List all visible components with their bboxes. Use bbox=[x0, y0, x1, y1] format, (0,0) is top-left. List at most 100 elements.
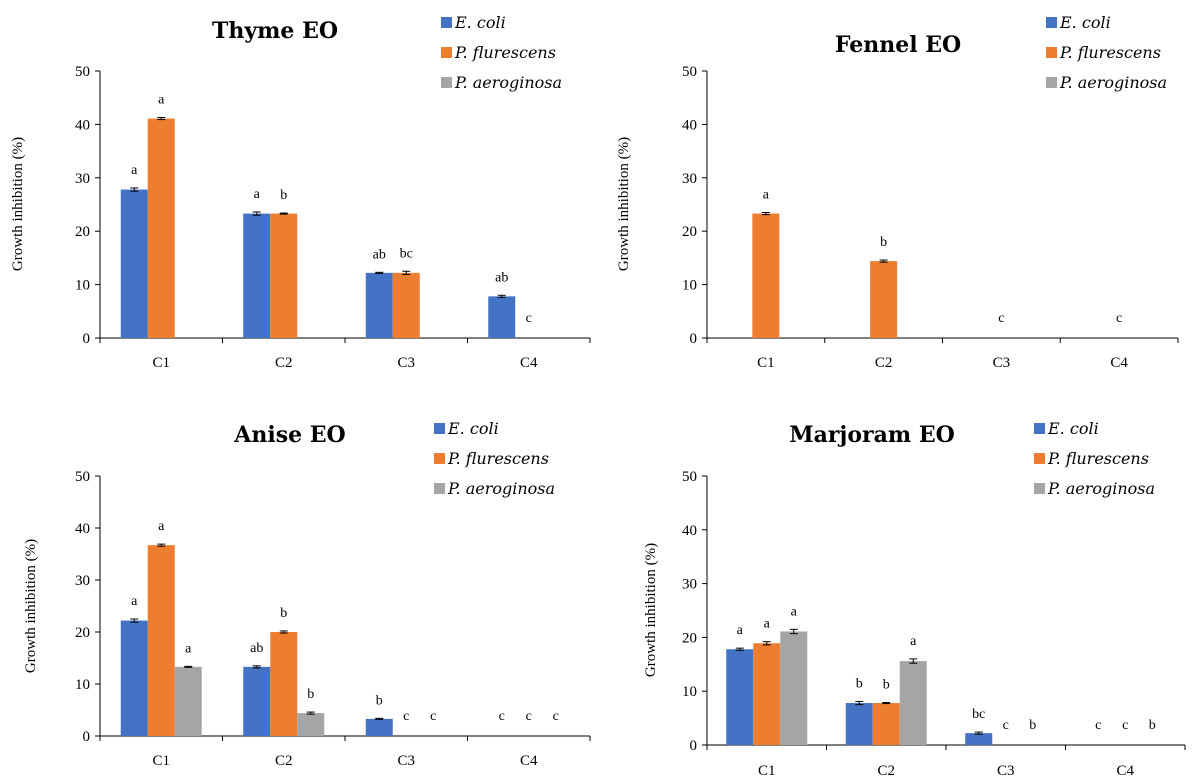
marjoram-eo-y-tick-label: 30 bbox=[682, 577, 697, 593]
marjoram-eo-legend-label-p-flurescens: P. flurescens bbox=[1047, 449, 1149, 468]
fennel-eo-category-label-c4: C4 bbox=[1110, 355, 1128, 371]
marjoram-eo-y-tick-label: 50 bbox=[682, 469, 697, 485]
anise-eo-legend-swatch-p-flurescens bbox=[434, 453, 445, 464]
thyme-eo-category-label-c2: C2 bbox=[275, 355, 293, 371]
fennel-eo-legend-label-p-flurescens: P. flurescens bbox=[1059, 43, 1161, 62]
marjoram-eo-title: Marjoram EO bbox=[789, 422, 955, 448]
fennel-eo-significance-letter: b bbox=[880, 235, 887, 250]
anise-eo-significance-letter: a bbox=[185, 641, 192, 656]
fennel-eo-category-label-c3: C3 bbox=[993, 355, 1011, 371]
marjoram-eo-legend-swatch-e-coli bbox=[1034, 423, 1045, 434]
thyme-eo-y-tick-label: 30 bbox=[75, 171, 90, 187]
marjoram-eo-y-tick-label: 0 bbox=[690, 738, 698, 754]
marjoram-eo-bar-e-coli-c1 bbox=[726, 649, 754, 745]
thyme-eo-significance-letter: c bbox=[526, 311, 532, 326]
marjoram-eo-category-label-c2: C2 bbox=[877, 763, 895, 778]
fennel-eo-category-label-c2: C2 bbox=[875, 355, 893, 371]
thyme-eo-y-tick-label: 10 bbox=[75, 278, 90, 294]
fennel-eo-legend-swatch-e-coli bbox=[1046, 17, 1057, 28]
marjoram-eo-category-label-c4: C4 bbox=[1116, 763, 1134, 778]
anise-eo-significance-letter: c bbox=[430, 709, 436, 724]
fennel-eo-y-tick-label: 0 bbox=[690, 331, 698, 347]
marjoram-eo-significance-letter: a bbox=[910, 634, 917, 649]
anise-eo-bar-e-coli-c2 bbox=[243, 666, 271, 736]
thyme-eo-legend-swatch-p-aeroginosa bbox=[441, 77, 452, 88]
thyme-eo-y-tick-label: 0 bbox=[83, 331, 91, 347]
anise-eo-legend-swatch-e-coli bbox=[434, 423, 445, 434]
thyme-eo-significance-letter: ab bbox=[373, 247, 386, 262]
anise-eo-y-axis-label: Growth inhibition (%) bbox=[23, 539, 39, 673]
thyme-eo-legend-label-p-flurescens: P. flurescens bbox=[454, 43, 556, 62]
marjoram-eo-significance-letter: b bbox=[883, 677, 890, 692]
anise-eo-legend-swatch-p-aeroginosa bbox=[434, 483, 445, 494]
fennel-eo-y-axis-label: Growth inhibition (%) bbox=[616, 137, 632, 271]
fennel-eo-y-tick-label: 50 bbox=[682, 64, 697, 80]
anise-eo-bar-p-flurescens-c2 bbox=[270, 632, 298, 736]
anise-eo-bar-p-aeroginosa-c1 bbox=[174, 666, 202, 736]
anise-eo-category-label-c1: C1 bbox=[152, 753, 170, 769]
thyme-eo-significance-letter: bc bbox=[400, 246, 413, 261]
thyme-eo-category-label-c4: C4 bbox=[520, 355, 538, 371]
marjoram-eo-legend-label-e-coli: E. coli bbox=[1047, 419, 1099, 438]
anise-eo-y-tick-label: 40 bbox=[75, 521, 90, 537]
marjoram-eo-significance-letter: b bbox=[1029, 718, 1036, 733]
fennel-eo-significance-letter: c bbox=[1116, 311, 1122, 326]
thyme-eo-title: Thyme EO bbox=[212, 18, 338, 44]
fennel-eo-y-tick-label: 30 bbox=[682, 171, 697, 187]
anise-eo-legend-label-p-aeroginosa: P. aeroginosa bbox=[447, 479, 555, 498]
anise-eo-bar-e-coli-c3 bbox=[365, 718, 393, 736]
fennel-eo-title: Fennel EO bbox=[835, 32, 961, 58]
fennel-eo-significance-letter: c bbox=[998, 311, 1004, 326]
marjoram-eo-bar-p-aeroginosa-c1 bbox=[780, 631, 808, 745]
thyme-eo-bar-e-coli-c2 bbox=[243, 213, 271, 338]
anise-eo-significance-letter: a bbox=[131, 594, 138, 609]
anise-eo-category-label-c2: C2 bbox=[275, 753, 293, 769]
marjoram-eo-significance-letter: a bbox=[764, 617, 771, 632]
thyme-eo-y-axis-label: Growth inhibition (%) bbox=[10, 137, 26, 271]
fennel-eo-legend-label-p-aeroginosa: P. aeroginosa bbox=[1059, 73, 1167, 92]
anise-eo-category-label-c4: C4 bbox=[520, 753, 538, 769]
thyme-eo-significance-letter: a bbox=[158, 92, 165, 107]
marjoram-eo-y-axis-label: Growth inhibition (%) bbox=[643, 543, 659, 677]
thyme-eo-bar-p-flurescens-c3 bbox=[392, 272, 420, 338]
thyme-eo-legend-label-p-aeroginosa: P. aeroginosa bbox=[454, 73, 562, 92]
anise-eo-bar-e-coli-c1 bbox=[120, 620, 148, 736]
thyme-eo-bar-e-coli-c4 bbox=[488, 296, 516, 338]
thyme-eo-bar-p-flurescens-c1 bbox=[147, 118, 175, 338]
thyme-eo-legend-label-e-coli: E. coli bbox=[454, 13, 506, 32]
marjoram-eo-significance-letter: b bbox=[1149, 718, 1156, 733]
fennel-eo-legend-label-e-coli: E. coli bbox=[1059, 13, 1111, 32]
anise-eo-significance-letter: b bbox=[376, 693, 383, 708]
anise-eo-significance-letter: c bbox=[403, 709, 409, 724]
anise-eo-y-tick-label: 10 bbox=[75, 677, 90, 693]
thyme-eo-significance-letter: ab bbox=[495, 270, 508, 285]
thyme-eo-bar-e-coli-c1 bbox=[120, 189, 148, 338]
thyme-eo-y-tick-label: 50 bbox=[75, 64, 90, 80]
anise-eo-category-label-c3: C3 bbox=[397, 753, 415, 769]
marjoram-eo-bar-p-flurescens-c1 bbox=[753, 643, 781, 745]
anise-eo-legend-label-e-coli: E. coli bbox=[447, 419, 499, 438]
marjoram-eo-bar-p-aeroginosa-c2 bbox=[899, 661, 927, 745]
marjoram-eo-legend-swatch-p-flurescens bbox=[1034, 453, 1045, 464]
anise-eo-title: Anise EO bbox=[233, 422, 345, 448]
anise-eo-y-tick-label: 20 bbox=[75, 625, 90, 641]
thyme-eo-bar-p-flurescens-c2 bbox=[270, 213, 298, 338]
thyme-eo-significance-letter: a bbox=[131, 163, 138, 178]
marjoram-eo-legend-label-p-aeroginosa: P. aeroginosa bbox=[1047, 479, 1155, 498]
marjoram-eo-category-label-c1: C1 bbox=[758, 763, 776, 778]
anise-eo-significance-letter: ab bbox=[250, 641, 263, 656]
marjoram-eo-significance-letter: a bbox=[791, 604, 798, 619]
thyme-eo-legend-swatch-p-flurescens bbox=[441, 47, 452, 58]
anise-eo-y-tick-label: 50 bbox=[75, 469, 90, 485]
marjoram-eo-bar-e-coli-c3 bbox=[965, 733, 993, 745]
marjoram-eo-significance-letter: c bbox=[1122, 718, 1128, 733]
anise-eo-legend-label-p-flurescens: P. flurescens bbox=[447, 449, 549, 468]
thyme-eo-y-tick-label: 20 bbox=[75, 224, 90, 240]
fennel-eo-y-tick-label: 40 bbox=[682, 117, 697, 133]
fennel-eo-bar-p-flurescens-c1 bbox=[752, 213, 780, 338]
marjoram-eo-bar-p-flurescens-c2 bbox=[872, 703, 900, 745]
marjoram-eo-y-tick-label: 20 bbox=[682, 630, 697, 646]
fennel-eo-y-tick-label: 10 bbox=[682, 278, 697, 294]
marjoram-eo-significance-letter: b bbox=[856, 676, 863, 691]
